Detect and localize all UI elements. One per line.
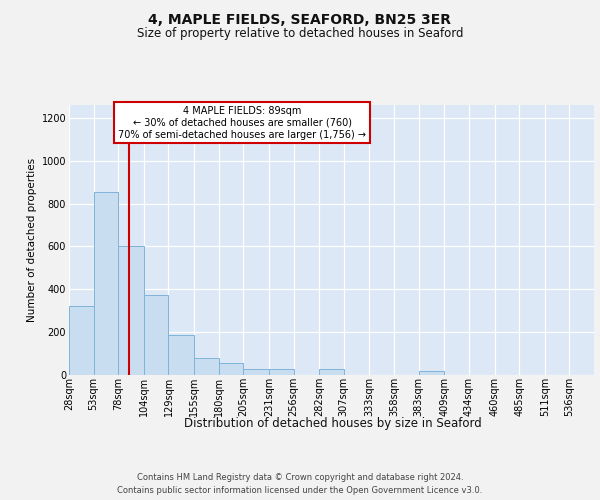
Bar [94,192,118,375]
Bar [69,306,94,375]
Bar [319,368,344,375]
Bar [244,368,269,375]
Text: Size of property relative to detached houses in Seaford: Size of property relative to detached ho… [137,28,463,40]
Text: 4, MAPLE FIELDS, SEAFORD, BN25 3ER: 4, MAPLE FIELDS, SEAFORD, BN25 3ER [149,12,452,26]
Text: Distribution of detached houses by size in Seaford: Distribution of detached houses by size … [184,418,482,430]
Bar [219,363,244,375]
Text: Contains public sector information licensed under the Open Government Licence v3: Contains public sector information licen… [118,486,482,495]
Bar [194,358,219,375]
Bar [118,246,144,375]
Text: Contains HM Land Registry data © Crown copyright and database right 2024.: Contains HM Land Registry data © Crown c… [137,472,463,482]
Bar [419,370,444,375]
Bar [144,294,169,375]
Bar [169,336,194,375]
Bar [269,368,293,375]
Y-axis label: Number of detached properties: Number of detached properties [28,158,37,322]
Text: 4 MAPLE FIELDS: 89sqm
← 30% of detached houses are smaller (760)
70% of semi-det: 4 MAPLE FIELDS: 89sqm ← 30% of detached … [118,106,366,140]
